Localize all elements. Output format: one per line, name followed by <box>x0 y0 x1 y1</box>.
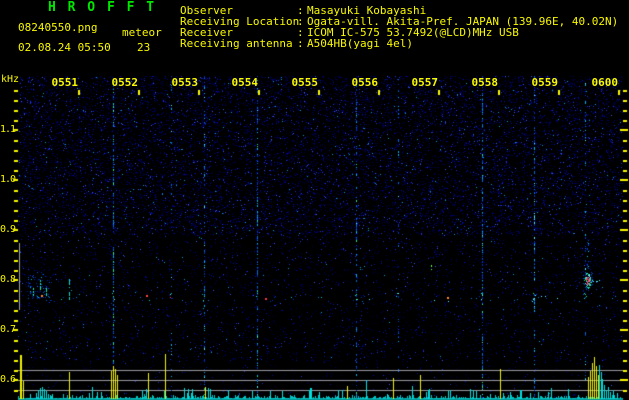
station-info-colon: : <box>297 37 304 50</box>
app-title: H R O F F T <box>48 0 157 15</box>
time-label: 0557 <box>411 76 439 89</box>
station-info-row: Observer: Masayuki Kobayashi <box>180 5 618 16</box>
station-info-label: Receiver <box>180 26 233 39</box>
station-info-value: A504HB(yagi 4el) <box>307 37 413 50</box>
station-info-colon: : <box>297 4 304 17</box>
station-info-label: Observer <box>180 4 233 17</box>
station-info-label: Receiving antenna <box>180 37 293 50</box>
mode-label: meteor <box>122 26 162 39</box>
station-info-value: Ogata-vill. Akita-Pref. JAPAN (139.96E, … <box>307 15 619 28</box>
station-info-row: Receiving Location: Ogata-vill. Akita-Pre… <box>180 16 618 27</box>
freq-label: 0.8 <box>0 274 16 285</box>
station-info-label: Receiving Location <box>180 15 300 28</box>
time-label: 0555 <box>291 76 319 89</box>
freq-label: 0.9 <box>0 224 16 235</box>
time-label: 0551 <box>51 76 79 89</box>
station-info-row: Receiving antenna: A504HB(yagi 4el) <box>180 38 618 49</box>
meteor-count: 23 <box>137 41 151 54</box>
station-info-value: Masayuki Kobayashi <box>307 4 427 17</box>
output-filename: 08240550.png <box>18 21 98 34</box>
station-info-block: Observer: Masayuki Kobayashi Receiving Loc… <box>180 5 618 49</box>
freq-axis-unit-label: kHz <box>1 74 20 85</box>
freq-label: 0.7 <box>0 324 16 335</box>
time-label: 0556 <box>351 76 379 89</box>
freq-label: 0.6 <box>0 374 16 385</box>
station-info-colon: : <box>297 26 304 39</box>
time-label: 0558 <box>471 76 499 89</box>
freq-label: 1.1 <box>0 124 16 135</box>
time-label: 0600 <box>591 76 619 89</box>
time-label: 0552 <box>111 76 139 89</box>
time-label: 0559 <box>531 76 559 89</box>
observation-datetime: 02.08.24 05:50 <box>18 41 111 54</box>
station-info-value: ICOM IC-575 53.7492(@LCD)MHz USB <box>307 26 519 39</box>
time-label: 0553 <box>171 76 199 89</box>
station-info-row: Receiver: ICOM IC-575 53.7492(@LCD)MHz US… <box>180 27 618 38</box>
time-label: 0554 <box>231 76 259 89</box>
freq-label: 1.0 <box>0 174 16 185</box>
station-info-colon: : <box>297 15 304 28</box>
